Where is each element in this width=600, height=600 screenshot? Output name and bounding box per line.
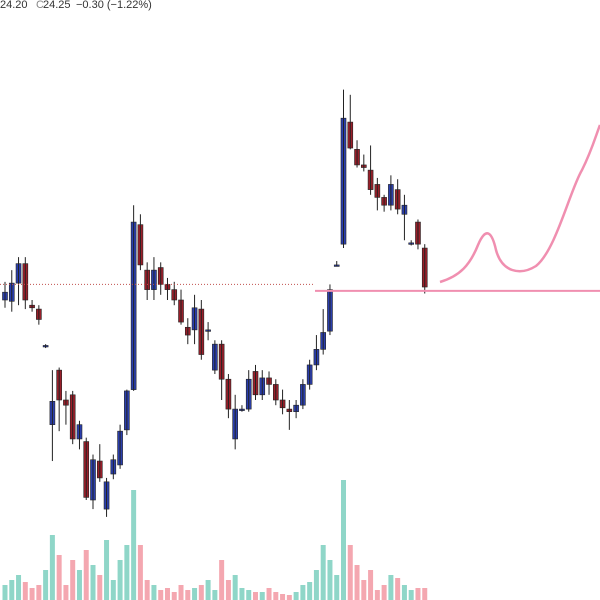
volume-bar [117,560,123,600]
volume-bar [293,592,299,600]
volume-bar [76,570,82,600]
volume-bar [36,585,42,600]
volume-bar [144,580,150,600]
volume-bar [286,595,292,600]
volume-bar [354,565,360,600]
volume-bar [368,570,374,600]
header-low: 24.20 [0,0,28,11]
header-close: 24.25 [43,0,71,11]
volume-bar [334,575,340,600]
volume-bar [280,594,286,600]
volume-bar [307,582,313,600]
volume-bar [388,575,394,600]
volume-bar [408,590,414,600]
volume-bar [110,580,116,600]
volume-bar [252,592,258,600]
volume-bar [70,560,76,600]
header-close-label: C [36,0,44,11]
volume-bar [22,582,28,600]
volume-bar [97,575,103,600]
volume-bar [192,588,198,600]
volume-bar [381,585,387,600]
volume-bar [374,590,380,600]
volume-bar [185,590,191,600]
volume-bar [164,588,170,600]
volume-bar [347,545,353,600]
volume-bar [341,480,346,600]
volume-bar [104,540,110,600]
volume-bar [151,585,157,600]
header: 24.20 C 24.25 −0.30 (−1.22%) [0,0,152,11]
volume-bar [266,588,272,600]
volume-bar [124,545,130,600]
volume-bar [83,550,89,600]
volume-bar [171,592,177,600]
header-change: −0.30 (−1.22%) [76,0,152,11]
volume-bar [246,590,252,600]
volume-bar [320,545,326,600]
volume-bar [232,575,238,600]
volume-bar [29,588,35,600]
volume-bar [239,588,245,600]
volume-bar [43,570,49,600]
volume-bar [198,585,204,600]
volume-bar [205,580,211,600]
volume-bar [9,580,15,600]
volume-bar [361,580,367,600]
volume-bar [56,555,62,600]
volume-bar [212,590,218,600]
volume-bar [415,588,421,600]
volume-bar [158,590,164,600]
drawn-curve [439,124,600,284]
volume-bar [178,585,184,600]
volume-bar [2,585,8,600]
volume-bar [219,560,225,600]
volume-bar [63,585,69,600]
volume-bar [313,570,319,600]
volume-bar [300,585,306,600]
volume-bar [131,490,137,600]
volume-bar [90,565,96,600]
volume-bar [273,592,279,600]
volume-bar [395,578,401,600]
volume-bar [137,545,143,600]
volume-bar [225,580,231,600]
volume-bar [422,588,428,600]
volume-bar [401,585,407,600]
volume-bar [327,560,333,600]
volume-bar [49,535,55,600]
volume-bar [16,575,22,600]
volume-bar [259,592,265,600]
